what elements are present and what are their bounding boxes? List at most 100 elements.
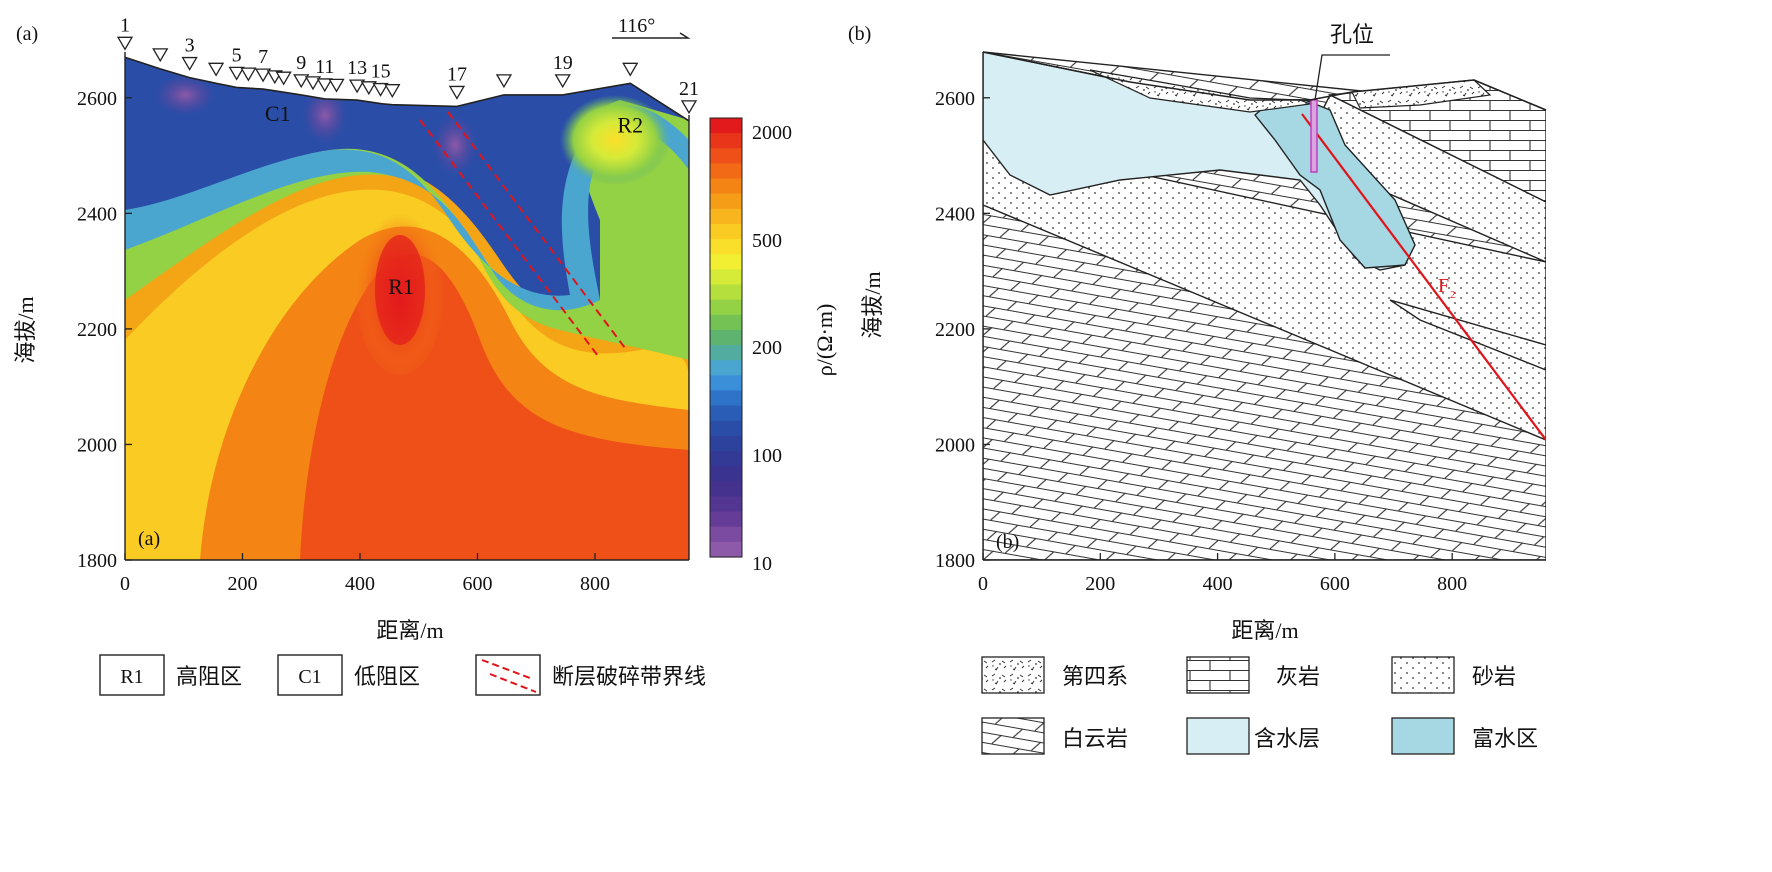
- topography-line: [124, 56, 690, 122]
- legend-item-quaternary: 第四系: [981, 656, 1128, 694]
- station-marker: [348, 79, 366, 94]
- legend-a: R1 高阻区 C1 低阻区 断层破碎带界线: [99, 654, 706, 696]
- legend-swatch-r1: R1: [120, 666, 143, 688]
- station-label: 19: [553, 52, 573, 74]
- legend-item-fault-zone: 断层破碎带界线: [475, 654, 706, 696]
- legend-label-high-resistivity: 高阻区: [176, 664, 242, 689]
- legend-item-limestone: 灰岩: [1186, 656, 1320, 694]
- station-marker: [316, 78, 333, 93]
- station-label: 7: [258, 46, 268, 68]
- legend-item-sandstone: 砂岩: [1391, 656, 1516, 694]
- x-axis-label-b: 距离/m: [1231, 618, 1298, 643]
- station-label: 3: [185, 35, 195, 57]
- colorbar-swatch: [710, 451, 742, 467]
- station-marker: [680, 100, 698, 115]
- legend-label-sandstone: 砂岩: [1472, 664, 1516, 689]
- colorbar-swatch: [710, 269, 742, 286]
- colorbar-swatch: [710, 284, 742, 301]
- legend-item-rich-water: 富水区: [1391, 717, 1538, 755]
- station-marker: [207, 62, 225, 77]
- station-marker: [254, 68, 272, 83]
- station-marker: [372, 82, 389, 97]
- zone-label: R1: [388, 274, 414, 299]
- colorbar-swatch: [710, 496, 742, 513]
- colorbar-swatch: [710, 299, 742, 316]
- station-marker: [495, 74, 513, 89]
- station-marker: [116, 36, 134, 51]
- legend-label-aquifer: 含水层: [1254, 726, 1320, 751]
- colorbar-tick-label: 200: [752, 337, 782, 359]
- borehole-label: 孔位: [1330, 22, 1374, 47]
- y-tick-label: 2200: [77, 319, 117, 341]
- legend-label-fault-zone: 断层破碎带界线: [552, 664, 706, 689]
- inner-label-b: (b): [996, 531, 1019, 553]
- legend-item-aquifer: 含水层: [1186, 717, 1320, 755]
- geologic-section: [983, 51, 1546, 560]
- panel-b: (b) 孔位: [848, 22, 1547, 755]
- x-tick-label: 800: [1437, 573, 1467, 595]
- station-marker: [275, 71, 292, 86]
- station-label: 13: [347, 57, 367, 79]
- y-axis-label-a: 海拔/m: [13, 296, 38, 363]
- resistivity-section: [125, 57, 689, 560]
- station-marker: [554, 74, 571, 89]
- y-tick-label: 2200: [935, 319, 975, 341]
- y-axis-label-b: 海拔/m: [860, 271, 885, 338]
- panel-a-label: (a): [16, 23, 38, 45]
- station-label: 11: [315, 56, 334, 78]
- legend-item-high-resistivity: R1 高阻区: [99, 654, 242, 696]
- colorbar-tick-label: 100: [752, 445, 782, 467]
- panel-b-label: (b): [848, 23, 871, 45]
- station-label: 1: [120, 14, 130, 36]
- station-marker: [228, 66, 245, 81]
- station-label: 21: [679, 78, 699, 100]
- colorbar-swatch: [710, 314, 742, 331]
- station-marker: [328, 78, 345, 93]
- y-tick-label: 2000: [77, 434, 117, 456]
- colorbar-swatch: [710, 541, 742, 558]
- station-marker: [304, 76, 322, 91]
- y-tick-label: 2400: [77, 203, 117, 225]
- colorbar-swatch: [710, 163, 742, 180]
- axes-b-ticks: 0 200 400 600 800 1800 2000 2200 2400 2600: [935, 88, 1467, 595]
- colorbar-swatch: [710, 390, 742, 407]
- colorbar-swatch: [710, 148, 742, 165]
- legend-b: 第四系 灰岩 砂岩 白云岩 含水层 富水区: [981, 656, 1538, 755]
- colorbar-swatch: [710, 223, 742, 240]
- fault-label: F: [1438, 275, 1449, 297]
- legend-label-low-resistivity: 低阻区: [354, 664, 420, 689]
- station-marker: [622, 62, 639, 77]
- colorbar-swatch: [710, 239, 742, 255]
- station-label: 17: [447, 63, 467, 85]
- station-marker: [384, 84, 401, 99]
- quaternary-cover: [1089, 69, 1313, 113]
- station-marker: [181, 56, 198, 71]
- legend-label-dolomite: 白云岩: [1062, 726, 1128, 751]
- colorbar-swatch: [710, 118, 742, 134]
- legend-label-limestone: 灰岩: [1276, 664, 1320, 689]
- y-tick-label: 1800: [935, 550, 975, 572]
- borehole-label-group: 孔位: [1314, 22, 1390, 101]
- fault-boundary-line: [419, 119, 599, 357]
- inner-label-a: (a): [138, 528, 160, 550]
- colorbar-swatch: [710, 329, 742, 346]
- colorbar-swatch: [710, 511, 742, 528]
- legend-item-low-resistivity: C1 低阻区: [277, 654, 420, 696]
- colorbar-swatch: [710, 420, 742, 437]
- colorbar-tick-label: 500: [752, 230, 782, 252]
- x-tick-label: 200: [1085, 573, 1115, 595]
- colorbar-swatch: [710, 133, 742, 149]
- legend-swatch-c1: C1: [298, 666, 321, 688]
- zone-label: R2: [617, 112, 643, 137]
- legend-label-rich-water: 富水区: [1472, 726, 1538, 751]
- y-tick-label: 2000: [935, 434, 975, 456]
- colorbar-label: ρ/(Ω·m): [812, 304, 837, 377]
- rich-water-zone: [1254, 99, 1416, 269]
- y-tick-label: 1800: [77, 550, 117, 572]
- colorbar-swatch: [710, 178, 742, 195]
- x-tick-label: 400: [345, 573, 375, 595]
- x-tick-label: 200: [228, 573, 258, 595]
- x-tick-label: 0: [978, 573, 988, 595]
